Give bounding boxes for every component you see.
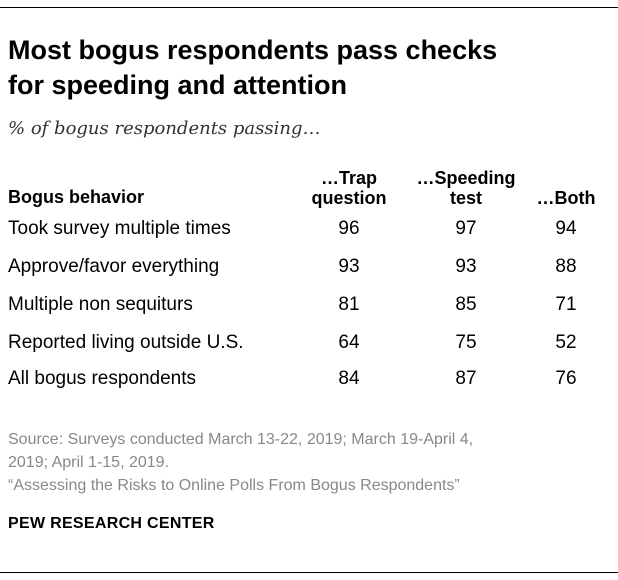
row-label: Multiple non sequiturs	[8, 294, 193, 315]
publisher-credit: PEW RESEARCH CENTER	[8, 515, 215, 532]
col-header-speeding-test: …Speeding test	[411, 168, 521, 208]
table-cell: 88	[555, 256, 577, 277]
table-cell: 93	[455, 256, 477, 277]
row-header: Bogus behavior	[8, 187, 145, 207]
col-header-trap-question: …Trap question	[294, 168, 404, 208]
table-cell: 76	[555, 368, 577, 389]
table-cell: 84	[338, 368, 360, 389]
table-cell: 93	[338, 256, 360, 277]
top-rule	[0, 7, 618, 8]
col-header-line-1: …Trap	[320, 168, 377, 188]
col-header-line-2: question	[311, 188, 387, 208]
col-header-line-2: test	[449, 188, 482, 208]
title-line-2: for speeding and attention	[8, 70, 348, 100]
col-header-both: …Both	[511, 168, 618, 208]
table-cell: 97	[455, 218, 477, 239]
table-cell: 81	[338, 294, 360, 315]
table-cell: 64	[338, 332, 360, 353]
col-header-line-1: …Speeding	[416, 168, 516, 188]
row-label: Took survey multiple times	[8, 218, 231, 239]
table-cell: 71	[555, 294, 577, 315]
table-cell: 87	[455, 368, 477, 389]
source-note: Source: Surveys conducted March 13-22, 2…	[8, 428, 608, 497]
row-label: Approve/favor everything	[8, 256, 220, 277]
table-cell: 96	[338, 218, 360, 239]
bottom-rule	[0, 572, 618, 573]
table-cell: 52	[555, 332, 577, 353]
source-line-3: “Assessing the Risks to Online Polls Fro…	[8, 477, 460, 494]
title-line-1: Most bogus respondents pass checks	[8, 35, 498, 65]
row-label: Reported living outside U.S.	[8, 332, 244, 353]
chart-title: Most bogus respondents pass checks for s…	[8, 33, 608, 103]
source-line-2: 2019; April 1-15, 2019.	[8, 454, 170, 471]
chart-subtitle: % of bogus respondents passing…	[8, 118, 321, 139]
table-cell: 85	[455, 294, 477, 315]
col-header-line-2: …Both	[536, 188, 596, 208]
source-line-1: Source: Surveys conducted March 13-22, 2…	[8, 431, 474, 448]
table-cell: 75	[455, 332, 477, 353]
row-label: All bogus respondents	[8, 368, 197, 389]
table-cell: 94	[555, 218, 577, 239]
